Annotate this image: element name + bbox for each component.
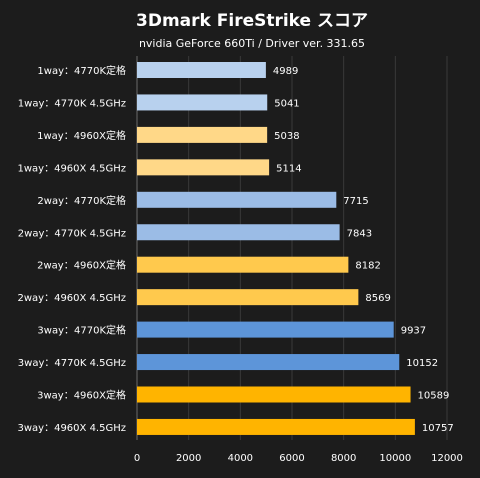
value-label-11: 10589 [418, 391, 450, 402]
bar-2 [137, 94, 268, 111]
x-tick-label-3: 6000 [279, 453, 304, 464]
chart-subtitle: nvidia GeForce 660Ti / Driver ver. 331.6… [139, 37, 365, 50]
value-label-12: 10757 [422, 423, 454, 434]
value-label-5: 7715 [343, 196, 368, 207]
bar-1 [137, 62, 266, 78]
category-label-1: 1way：4770K定格 [37, 64, 126, 77]
bar-9 [137, 321, 394, 338]
value-label-7: 8182 [355, 261, 380, 272]
value-label-3: 5038 [274, 131, 299, 142]
bar-4 [137, 159, 270, 176]
chart-title: 3Dmark FireStrike スコア [136, 11, 368, 31]
value-label-6: 7843 [347, 228, 372, 239]
bar-12 [137, 418, 415, 435]
category-label-9: 3way：4770K定格 [37, 324, 126, 337]
value-label-4: 5114 [276, 163, 301, 174]
bar-10 [137, 354, 400, 371]
grid-lines [136, 56, 448, 440]
x-axis-ticks: 0 2000 4000 6000 8000 10000 12000 [134, 453, 463, 464]
x-tick-label-2: 4000 [228, 453, 253, 464]
category-label-2: 1way：4770K 4.5GHz [18, 98, 126, 109]
category-labels: 1way：4770K定格 1way：4770K 4.5GHz 1way：4960X定… [18, 64, 127, 434]
bars: 4989 5041 5038 5114 7715 7843 8182 8569 9937 1015… [137, 62, 454, 435]
bar-6 [137, 224, 340, 241]
bar-11 [137, 386, 411, 403]
category-label-12: 3way：4960X 4.5GHz [18, 423, 127, 434]
bar-7 [137, 256, 349, 273]
category-label-8: 2way：4960X 4.5GHz [18, 293, 127, 304]
bar-8 [137, 289, 359, 306]
bar-5 [137, 191, 337, 208]
value-label-2: 5041 [274, 98, 299, 109]
x-tick-label-6: 12000 [431, 453, 463, 464]
bar-3 [137, 126, 268, 143]
value-label-1: 4989 [273, 66, 298, 77]
category-label-11: 3way：4960X定格 [37, 389, 126, 402]
x-tick-label-0: 0 [134, 453, 140, 464]
x-tick-label-4: 8000 [331, 453, 356, 464]
value-label-9: 9937 [401, 326, 426, 337]
category-label-4: 1way：4960X 4.5GHz [18, 163, 127, 174]
x-tick-label-5: 10000 [379, 453, 411, 464]
x-tick-label-1: 2000 [176, 453, 201, 464]
value-label-8: 8569 [365, 293, 390, 304]
category-label-5: 2way：4770K定格 [37, 194, 126, 207]
category-label-3: 1way：4960X定格 [37, 129, 126, 142]
category-label-6: 2way：4770K 4.5GHz [18, 228, 126, 239]
value-label-10: 10152 [406, 358, 438, 369]
category-label-10: 3way：4770K 4.5GHz [18, 358, 126, 369]
category-label-7: 2way：4960X定格 [37, 259, 126, 272]
